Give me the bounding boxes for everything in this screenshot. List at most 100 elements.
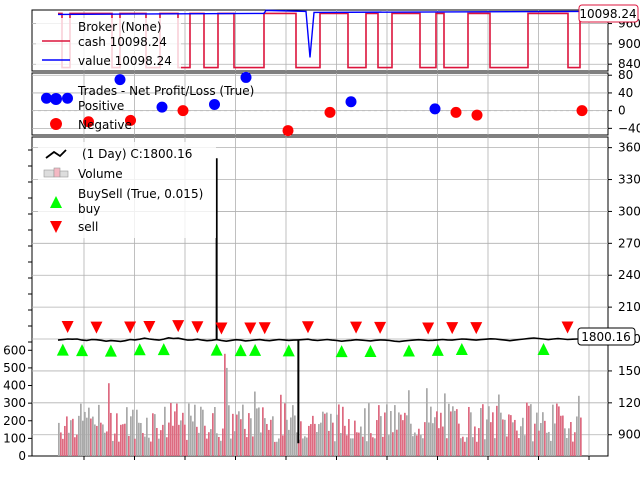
- volume-bar: [102, 424, 104, 456]
- volume-bar: [350, 438, 352, 456]
- volume-bar: [84, 411, 86, 456]
- volume-bar: [104, 432, 106, 456]
- volume-bar: [402, 420, 404, 456]
- volume-bar: [412, 436, 414, 456]
- volume-bar: [300, 421, 302, 456]
- close-series: [57, 158, 582, 444]
- y-tick-label: 2100: [618, 300, 640, 314]
- volume-bar: [452, 406, 454, 456]
- volume-bar: [474, 426, 476, 456]
- volume-bar: [136, 409, 138, 456]
- volume-bar: [312, 415, 314, 456]
- buy-marker: [282, 344, 295, 357]
- volume-bar: [144, 436, 146, 456]
- negative-trade-marker: [576, 105, 588, 117]
- volume-bar: [66, 416, 68, 456]
- volume-bar: [426, 388, 428, 456]
- volume-bar: [334, 441, 336, 456]
- volume-bar: [532, 441, 534, 456]
- volume-bar: [204, 425, 206, 456]
- negative-trade-marker: [125, 114, 136, 126]
- y-tick-label: 40: [618, 86, 633, 100]
- volume-bar: [380, 416, 382, 456]
- volume-bar: [520, 426, 522, 456]
- volume-bar: [244, 428, 246, 456]
- volume-bar: [202, 409, 204, 456]
- sell-marker: [143, 321, 156, 334]
- volume-bar: [460, 438, 462, 456]
- close-legend-swatch: [45, 149, 67, 159]
- volume-bar: [316, 432, 318, 456]
- sell-marker: [446, 322, 459, 335]
- volume-bar: [360, 426, 362, 456]
- volume-bar: [406, 415, 408, 456]
- volume-bar: [64, 425, 66, 456]
- volume-bar: [96, 425, 98, 456]
- volume-bar: [538, 430, 540, 456]
- volume-bar: [116, 413, 118, 456]
- volume-bar: [90, 418, 92, 456]
- volume-bar: [170, 402, 172, 456]
- volume-bar: [346, 435, 348, 456]
- volume-bar: [530, 404, 532, 456]
- y-tick-label: 600: [3, 343, 26, 357]
- negative-legend-swatch: [50, 118, 62, 130]
- volume-bar: [566, 437, 568, 456]
- volume-bar: [302, 438, 304, 456]
- sell-marker: [61, 321, 74, 334]
- volume-bar: [454, 410, 456, 456]
- trades-markers: [41, 71, 588, 137]
- volume-bar: [572, 441, 574, 456]
- volume-bar: [248, 413, 250, 456]
- volume-bar: [106, 431, 108, 456]
- volume-bar: [258, 407, 260, 456]
- y-tick-label: 200: [3, 414, 26, 428]
- volume-bar: [408, 390, 410, 456]
- volume-bar: [318, 424, 320, 456]
- buy-marker: [56, 343, 69, 356]
- positive-trade-marker: [41, 92, 52, 104]
- volume-bar: [422, 438, 424, 456]
- buy-marker: [234, 344, 247, 357]
- volume-bar: [470, 412, 472, 456]
- volume-bar: [362, 436, 364, 456]
- volume-bar: [488, 406, 490, 456]
- volume-bar: [306, 437, 308, 456]
- sell-legend-label: sell: [78, 220, 98, 234]
- volume-bar: [210, 429, 212, 456]
- volume-bar: [290, 417, 292, 456]
- volume-bar: [298, 439, 300, 456]
- volume-bar: [160, 430, 162, 456]
- volume-bar: [218, 436, 220, 456]
- volume-bar: [374, 438, 376, 456]
- sell-marker: [215, 322, 228, 335]
- volume-bar: [390, 411, 392, 456]
- volume-bar: [164, 406, 166, 456]
- negative-trade-marker: [177, 105, 189, 117]
- x-axis-ticks: [83, 456, 590, 460]
- volume-bar: [278, 438, 280, 456]
- volume-bar: [294, 415, 296, 456]
- volume-bar: [490, 422, 492, 456]
- volume-bar: [250, 418, 252, 456]
- volume-bar: [224, 353, 226, 456]
- volume-bar: [132, 409, 134, 456]
- volume-bar: [342, 406, 344, 456]
- trades-panel: 80 40 0 −40 Trades - Net Profit/Loss (True)…: [31, 68, 640, 137]
- volume-bar: [146, 417, 148, 456]
- sell-marker: [258, 322, 271, 335]
- volume-bar: [356, 432, 358, 456]
- broker-legend: Broker (None) cash 10098.24 value 10098.…: [36, 18, 181, 70]
- buy-marker: [364, 344, 377, 357]
- sell-marker: [172, 320, 185, 333]
- volume-bar: [238, 411, 240, 456]
- volume-bar: [122, 424, 124, 456]
- volume-bar: [484, 439, 486, 456]
- volume-bar: [552, 404, 554, 456]
- positive-legend-label: Positive: [78, 99, 124, 113]
- value-line: [57, 9, 583, 58]
- buy-marker: [104, 344, 117, 357]
- volume-bar: [176, 403, 178, 456]
- sell-marker: [350, 321, 363, 334]
- volume-bar: [366, 441, 368, 456]
